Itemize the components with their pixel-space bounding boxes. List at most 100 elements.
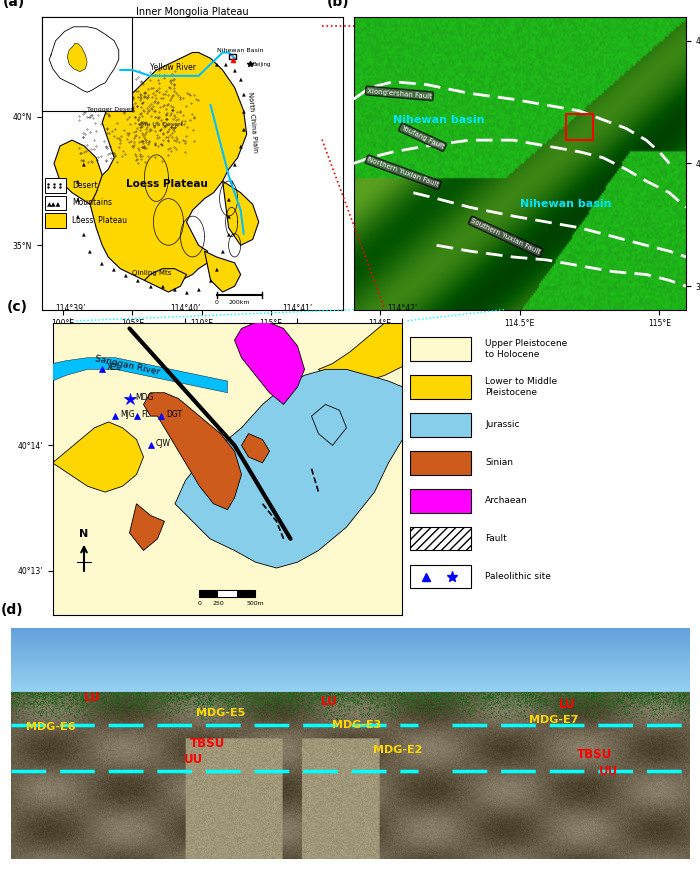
Text: 200km: 200km (228, 300, 250, 304)
Text: ▲: ▲ (239, 144, 242, 148)
Text: XCL: XCL (106, 364, 121, 372)
Text: MDG-E6: MDG-E6 (27, 722, 76, 732)
Text: (b): (b) (327, 0, 349, 9)
Text: LU: LU (83, 691, 100, 704)
Polygon shape (318, 323, 402, 387)
Bar (566, 114, 593, 140)
Polygon shape (223, 181, 259, 245)
Text: Mountains: Mountains (72, 199, 112, 208)
Text: Paleolithic site: Paleolithic site (485, 572, 551, 582)
Text: Beijing: Beijing (253, 62, 271, 66)
Text: ▲: ▲ (88, 249, 92, 254)
Text: Nihewan basin: Nihewan basin (393, 114, 485, 125)
Bar (229, 54, 236, 59)
Bar (45, 195, 66, 210)
Text: Archaean: Archaean (485, 496, 528, 506)
Polygon shape (52, 358, 228, 392)
Text: ▲: ▲ (197, 287, 200, 291)
Text: Lower to Middle
Pleistocene: Lower to Middle Pleistocene (485, 378, 557, 397)
Bar (410, 451, 471, 474)
Polygon shape (312, 405, 346, 446)
Bar (199, 590, 218, 596)
Text: ▲: ▲ (233, 67, 237, 72)
Text: (c): (c) (7, 300, 28, 314)
Text: Jurassic: Jurassic (485, 420, 519, 429)
Bar (410, 527, 471, 550)
Polygon shape (144, 269, 186, 292)
Text: 0: 0 (215, 300, 218, 304)
Bar (45, 178, 66, 193)
Polygon shape (144, 392, 242, 509)
Text: Northern Yuxian Fault: Northern Yuxian Fault (367, 157, 440, 188)
Polygon shape (204, 251, 241, 292)
Bar (199, 590, 256, 597)
Text: ▲: ▲ (233, 161, 237, 166)
Text: MDG-E7: MDG-E7 (529, 715, 578, 726)
Text: Youfang Fault: Youfang Fault (400, 125, 445, 150)
Text: ▲: ▲ (83, 231, 86, 236)
Text: ▲: ▲ (136, 278, 140, 283)
Text: ▲: ▲ (173, 287, 176, 291)
Bar (410, 413, 471, 437)
Bar (410, 489, 471, 513)
Polygon shape (52, 422, 144, 492)
Text: ▲: ▲ (224, 62, 228, 66)
Text: ▲: ▲ (227, 196, 230, 201)
Text: ▲: ▲ (215, 266, 218, 271)
Text: MJG: MJG (120, 410, 136, 419)
Text: Desert: Desert (72, 181, 97, 190)
Text: ▲: ▲ (100, 261, 104, 265)
Text: Tengger Desert: Tengger Desert (88, 107, 135, 112)
Text: 0: 0 (197, 601, 202, 605)
Polygon shape (130, 504, 164, 550)
Text: North China Plain: North China Plain (246, 92, 258, 153)
Text: Sinian: Sinian (485, 459, 513, 467)
Title: Inner Mongolia Plateau: Inner Mongolia Plateau (136, 7, 248, 17)
Text: ▲: ▲ (239, 76, 242, 81)
Text: ▲: ▲ (227, 214, 230, 219)
Text: N: N (79, 528, 89, 539)
Text: ▲: ▲ (76, 196, 80, 201)
Text: ▲: ▲ (241, 91, 246, 96)
Polygon shape (234, 323, 304, 405)
Polygon shape (90, 52, 246, 286)
Text: ▲: ▲ (241, 108, 246, 113)
Text: ▲: ▲ (76, 214, 80, 219)
Text: FL: FL (141, 410, 150, 419)
Text: ▲: ▲ (76, 179, 80, 183)
Text: MDG-E5: MDG-E5 (197, 708, 246, 719)
Text: Loess Plateau: Loess Plateau (126, 179, 208, 189)
Text: (a): (a) (3, 0, 25, 9)
Text: ▲: ▲ (160, 283, 164, 289)
Text: ▲: ▲ (241, 126, 246, 131)
Text: 250: 250 (212, 601, 224, 605)
Text: Upper Pleistocene
to Holocene: Upper Pleistocene to Holocene (485, 339, 567, 358)
Text: MDG-E3: MDG-E3 (332, 720, 382, 730)
Text: ▲: ▲ (83, 161, 86, 166)
Bar (410, 375, 471, 399)
Text: ▲: ▲ (220, 249, 225, 254)
Text: ▲: ▲ (227, 231, 230, 236)
Text: MDG: MDG (134, 392, 153, 402)
Bar (218, 590, 237, 596)
Text: ▲: ▲ (148, 283, 152, 289)
Bar (410, 565, 471, 589)
Text: Southern Yuxian Fault: Southern Yuxian Fault (470, 218, 541, 255)
Text: Sanggan River: Sanggan River (94, 355, 161, 378)
Text: CJW: CJW (155, 439, 171, 448)
Text: LU: LU (559, 698, 575, 711)
Text: LU: LU (321, 695, 338, 708)
Polygon shape (54, 140, 102, 204)
Text: (d): (d) (0, 603, 23, 617)
Text: ▲▲▲: ▲▲▲ (46, 201, 61, 207)
Text: ▲: ▲ (113, 266, 116, 271)
Text: UU: UU (598, 765, 617, 778)
Text: ▲: ▲ (125, 272, 128, 277)
Text: 500m: 500m (246, 601, 265, 605)
Text: Nihewan Basin: Nihewan Basin (216, 49, 263, 53)
Polygon shape (241, 433, 270, 463)
Text: ▲: ▲ (209, 278, 212, 283)
Text: TBSU: TBSU (190, 737, 225, 750)
Text: Nihewan basin: Nihewan basin (519, 200, 611, 209)
Text: Fault: Fault (485, 535, 507, 543)
